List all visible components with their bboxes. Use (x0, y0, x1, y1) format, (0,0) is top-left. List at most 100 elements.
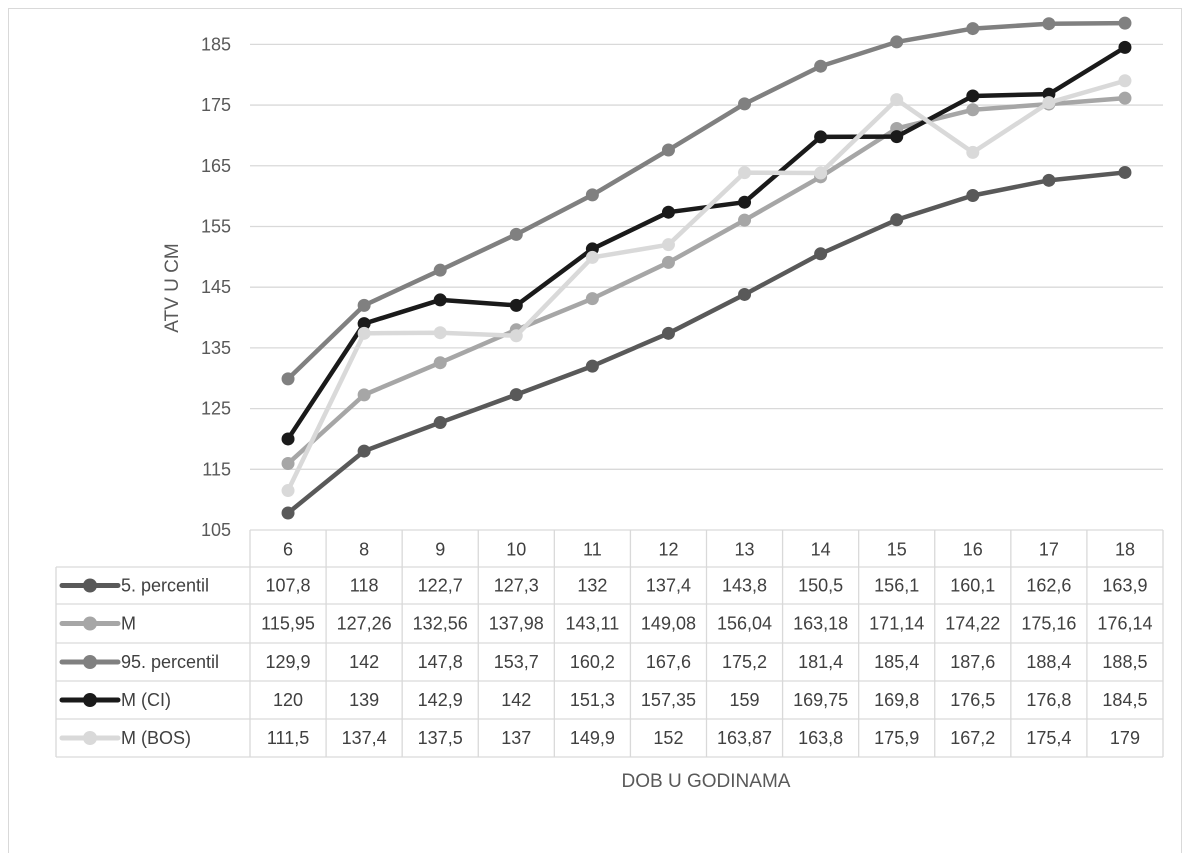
series-line (285, 78, 1128, 493)
y-tick-label: 145 (201, 277, 231, 297)
data-label: 142 (501, 690, 531, 710)
data-point (281, 484, 295, 498)
data-label: 175,2 (722, 652, 767, 672)
data-label: 139 (349, 690, 379, 710)
data-label: 185,4 (874, 652, 919, 672)
series-line (285, 170, 1128, 516)
data-point (357, 326, 371, 340)
x-tick-label: 18 (1115, 540, 1135, 560)
data-label: 176,14 (1097, 614, 1152, 634)
data-point (814, 130, 828, 144)
grid-layer: 105 115 125 135 145 155 165 175 185 (201, 34, 1163, 540)
data-point (433, 293, 447, 307)
data-point (433, 326, 447, 340)
data-label: 132,56 (413, 614, 468, 634)
data-label: 160,2 (570, 652, 615, 672)
data-point (1042, 173, 1056, 187)
data-label: 129,9 (266, 652, 311, 672)
y-tick-label: 125 (201, 399, 231, 419)
data-point (585, 250, 599, 264)
data-point (966, 103, 980, 117)
data-label: 169,75 (793, 690, 848, 710)
data-label: 127,26 (337, 614, 392, 634)
data-label: 142,9 (418, 690, 463, 710)
series-layer (281, 16, 1132, 520)
data-point (814, 247, 828, 261)
legend-key-marker (83, 616, 97, 631)
data-label: 163,9 (1102, 576, 1147, 596)
data-label: 179 (1110, 728, 1140, 748)
data-point (890, 93, 904, 107)
x-tick-label: 6 (283, 540, 293, 560)
data-label: 150,5 (798, 576, 843, 596)
data-label: 188,5 (1102, 652, 1147, 672)
data-point (966, 189, 980, 203)
x-tick-label: 16 (963, 540, 983, 560)
data-label: 120 (273, 690, 303, 710)
data-label: 153,7 (494, 652, 539, 672)
data-label: 159 (730, 690, 760, 710)
data-point (281, 506, 295, 520)
data-label: 137,4 (342, 728, 387, 748)
data-label: 132 (577, 576, 607, 596)
data-point (433, 416, 447, 430)
legend-key-marker (83, 693, 97, 707)
data-point (738, 195, 752, 209)
data-label: 157,35 (641, 690, 696, 710)
series-m (281, 91, 1132, 471)
data-label: 163,8 (798, 728, 843, 748)
series-m-bos (281, 74, 1132, 498)
series-5-percentil (281, 165, 1132, 520)
data-point (585, 359, 599, 373)
data-point (585, 188, 599, 202)
y-tick-label: 165 (201, 156, 231, 176)
data-label: 107,8 (266, 576, 311, 596)
data-label: 118 (350, 576, 379, 596)
y-tick-label: 115 (202, 459, 231, 479)
y-tick-label: 175 (201, 95, 231, 115)
data-label: 143,8 (722, 576, 767, 596)
data-label: 152 (653, 728, 683, 748)
data-point (661, 326, 675, 340)
data-point (357, 444, 371, 458)
data-point (509, 298, 523, 312)
series-95-percentil (281, 16, 1132, 386)
x-tick-label: 13 (735, 540, 755, 560)
data-point (281, 457, 295, 471)
data-point (738, 287, 752, 301)
y-tick-label: 185 (201, 34, 231, 54)
data-point (966, 89, 980, 103)
legend-key-marker (83, 578, 97, 593)
data-point (281, 432, 295, 446)
data-point (814, 59, 828, 73)
legend-label: 5. percentil (121, 576, 209, 596)
data-point (1042, 96, 1056, 110)
data-label: 111,5 (267, 728, 309, 748)
data-label: 160,1 (950, 576, 995, 596)
data-label: 115,95 (261, 614, 315, 634)
data-label: 167,2 (950, 728, 995, 748)
data-label: 175,4 (1026, 728, 1071, 748)
data-point (509, 329, 523, 343)
series-line (285, 95, 1128, 466)
data-point (509, 227, 523, 241)
data-point (357, 317, 371, 331)
legend-label: M (CI) (121, 690, 171, 710)
legend-label: M (121, 614, 136, 634)
data-label: 176,5 (950, 690, 995, 710)
data-point (1118, 165, 1132, 179)
data-label: 147,8 (418, 652, 463, 672)
data-point (966, 22, 980, 36)
data-label: 127,3 (494, 576, 539, 596)
data-point (585, 292, 599, 306)
data-point (433, 356, 447, 370)
legend-key-marker (83, 731, 97, 745)
data-point (661, 255, 675, 269)
data-point (357, 298, 371, 312)
data-label: 151,3 (570, 690, 615, 710)
data-label: 137,4 (646, 576, 691, 596)
data-label: 149,08 (641, 614, 696, 634)
data-point (509, 388, 523, 402)
data-label: 137,5 (418, 728, 463, 748)
